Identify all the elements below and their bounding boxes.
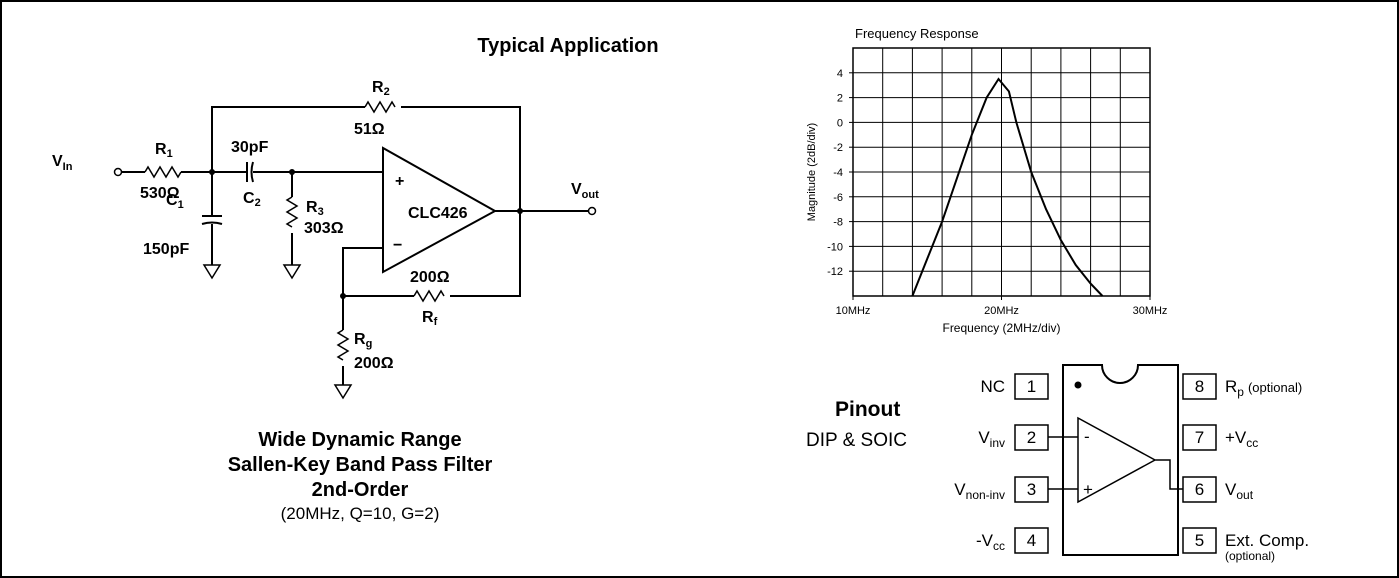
pin-label-sub: out <box>1236 488 1253 502</box>
pin-label-sub: cc <box>1246 436 1258 450</box>
pin-number: 4 <box>1027 531 1036 550</box>
resistors <box>144 100 445 361</box>
rf: Rf <box>422 309 438 328</box>
rg-value: 200Ω <box>354 355 394 372</box>
pin-label-text: NC <box>980 377 1005 396</box>
pin-label-text: -V <box>976 531 994 550</box>
pin-box <box>1182 476 1217 503</box>
pin-label: Ext. Comp. <box>1225 531 1309 550</box>
pin-label-sub: inv <box>990 436 1005 450</box>
title: Typical Application <box>477 35 658 57</box>
pin-number: 2 <box>1027 428 1036 447</box>
pin-box <box>1014 424 1049 451</box>
pin-label-sub: p <box>1237 385 1244 399</box>
terminal <box>113 167 123 177</box>
y-tick-label: 2 <box>837 93 843 105</box>
r3-value: 303Ω <box>304 220 344 237</box>
grounds <box>202 264 353 400</box>
pin-label-text: R <box>1225 377 1237 396</box>
pin-box <box>1014 373 1049 400</box>
c1-value: 150pF <box>143 241 189 258</box>
pin-label-text: Ext. Comp. <box>1225 531 1309 550</box>
line <box>911 77 1104 297</box>
pin-label: Vinv <box>978 428 1005 450</box>
caption: (20MHz, Q=10, G=2) <box>281 504 440 523</box>
pin-label-text: V <box>978 428 990 447</box>
c2: C2 <box>243 190 261 209</box>
x-axis-label: Frequency (2MHz/div) <box>942 321 1060 335</box>
pin-box <box>1014 527 1049 554</box>
rg: Rg <box>354 331 372 350</box>
pin-label: +Vcc <box>1225 428 1258 450</box>
package: DIP & SOIC <box>806 430 907 451</box>
minus: - <box>1084 427 1090 446</box>
terminal <box>587 206 597 216</box>
pin-number: 1 <box>1027 377 1036 396</box>
y-tick-label: -2 <box>833 142 843 154</box>
c2-value: 30pF <box>231 139 269 156</box>
pin-note: (optional) <box>1225 549 1275 563</box>
r1-value: 530Ω <box>140 185 180 202</box>
y-tick-label: -4 <box>833 167 843 179</box>
r2: R2 <box>372 79 390 98</box>
op-amp-label: CLC426 <box>408 205 468 222</box>
r1: R1 <box>155 141 173 160</box>
nodes <box>209 169 523 299</box>
y-axis-label: Magnitude (2dB/div) <box>806 123 818 221</box>
x-tick-label: 10MHz <box>836 305 871 317</box>
pin-box <box>1182 424 1217 451</box>
c1: C1 <box>166 192 184 211</box>
vin: VIn <box>52 153 73 173</box>
plus: + <box>395 173 404 190</box>
pin-label: Rp (optional) <box>1225 377 1302 399</box>
pinout: Pinout DIP & SOIC - + 1 NC 2 Vinv 3 Vnon-inv 4… <box>806 364 1309 563</box>
chart: Frequency Response Frequency (2MHz/div) Ma… <box>806 26 1167 335</box>
rf-value: 200Ω <box>410 269 450 286</box>
pin-label-text: +V <box>1225 428 1247 447</box>
op-amp <box>382 146 498 274</box>
pin-label: Vnon-inv <box>954 480 1005 502</box>
pin-box <box>1182 527 1217 554</box>
pin-number: 6 <box>1195 480 1204 499</box>
pin-number: 3 <box>1027 480 1036 499</box>
r3: R3 <box>306 199 324 218</box>
y-tick-label: 0 <box>837 117 843 129</box>
pin-number: 7 <box>1195 428 1204 447</box>
caption: 2nd-Order <box>312 479 409 501</box>
y-tick-label: -6 <box>833 192 843 204</box>
pin-number: 5 <box>1195 531 1204 550</box>
pin-label: Vout <box>1225 480 1254 502</box>
internal-op-amp <box>1048 416 1183 504</box>
vout: Vout <box>571 181 599 201</box>
r2-value: 51Ω <box>354 121 385 138</box>
pin-label-text: V <box>1225 480 1237 499</box>
pin-label: -Vcc <box>976 531 1005 553</box>
pin-label: NC <box>980 377 1005 396</box>
pin-box <box>1182 373 1217 400</box>
minus: − <box>393 237 402 254</box>
pin-note: (optional) <box>1248 380 1302 395</box>
pin-label-sub: cc <box>993 539 1005 553</box>
y-tick-label: -10 <box>827 241 843 253</box>
capacitors <box>201 161 254 225</box>
chart-title: Frequency Response <box>855 26 979 41</box>
ic-body <box>1062 364 1179 556</box>
pin-label-sub: non-inv <box>966 488 1005 502</box>
y-tick-label: -8 <box>833 217 843 229</box>
pin-box <box>1014 476 1049 503</box>
caption: Sallen-Key Band Pass Filter <box>228 454 493 476</box>
y-tick-label: -12 <box>827 266 843 278</box>
x-tick-label: 30MHz <box>1133 305 1168 317</box>
x-tick-label: 20MHz <box>984 305 1019 317</box>
pin-number: 8 <box>1195 377 1204 396</box>
plus: + <box>1083 480 1093 499</box>
y-tick-label: 4 <box>837 68 843 80</box>
pin1-dot <box>1074 381 1082 389</box>
pinout-title: Pinout <box>835 398 900 421</box>
caption: Wide Dynamic Range <box>258 429 461 451</box>
pin-label-text: V <box>954 480 966 499</box>
schematic: Typical Application + − CLC426 VIn Vout … <box>52 35 659 523</box>
